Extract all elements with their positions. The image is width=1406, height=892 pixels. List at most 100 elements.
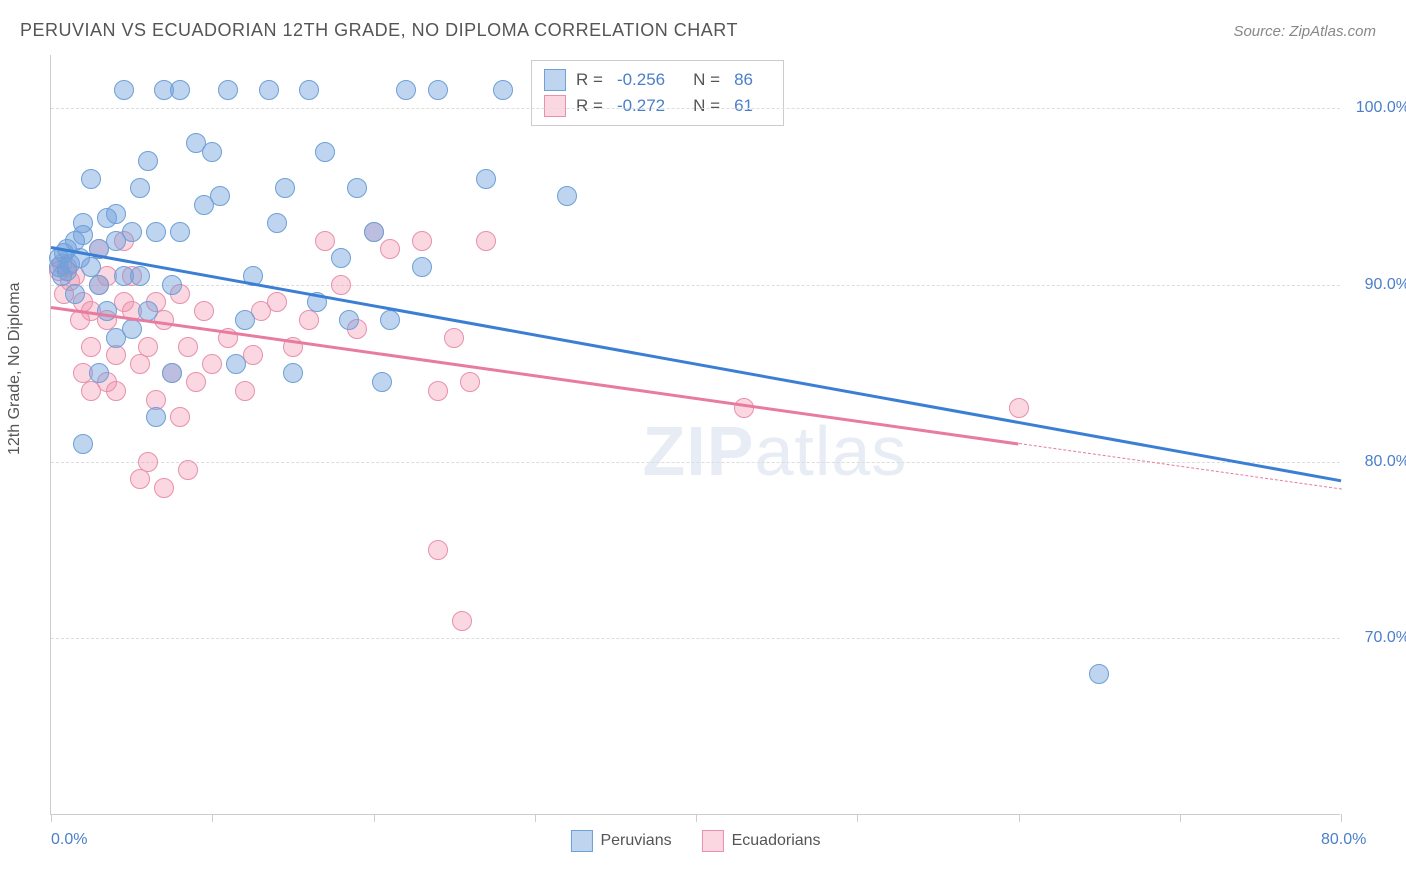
dot-peruvian bbox=[396, 80, 416, 100]
source-label: Source: ZipAtlas.com bbox=[1233, 23, 1376, 40]
dot-ecuadorian bbox=[81, 381, 101, 401]
dot-ecuadorian bbox=[428, 540, 448, 560]
gridline bbox=[51, 108, 1340, 109]
dot-ecuadorian bbox=[267, 292, 287, 312]
dot-ecuadorian bbox=[178, 460, 198, 480]
dot-peruvian bbox=[170, 222, 190, 242]
dot-ecuadorian bbox=[380, 239, 400, 259]
x-tick bbox=[1341, 814, 1342, 822]
dot-peruvian bbox=[170, 80, 190, 100]
dot-peruvian bbox=[275, 178, 295, 198]
dot-peruvian bbox=[557, 186, 577, 206]
legend-stat-row: R =-0.272N =61 bbox=[544, 93, 771, 119]
dot-ecuadorian bbox=[106, 381, 126, 401]
legend-item: Ecuadorians bbox=[702, 830, 821, 852]
dot-peruvian bbox=[52, 266, 72, 286]
x-tick-label: 80.0% bbox=[1321, 831, 1366, 849]
dot-peruvian bbox=[218, 80, 238, 100]
dot-ecuadorian bbox=[235, 381, 255, 401]
legend-swatch bbox=[570, 830, 592, 852]
y-tick-label: 100.0% bbox=[1356, 99, 1406, 117]
dot-peruvian bbox=[380, 310, 400, 330]
dot-peruvian bbox=[267, 213, 287, 233]
y-tick-label: 90.0% bbox=[1365, 276, 1406, 294]
dot-peruvian bbox=[130, 178, 150, 198]
dot-ecuadorian bbox=[178, 337, 198, 357]
dot-peruvian bbox=[138, 151, 158, 171]
x-tick bbox=[51, 814, 52, 822]
dot-peruvian bbox=[210, 186, 230, 206]
dot-peruvian bbox=[114, 80, 134, 100]
dot-ecuadorian bbox=[186, 372, 206, 392]
dot-ecuadorian bbox=[138, 337, 158, 357]
y-axis-title: 12th Grade, No Diploma bbox=[6, 282, 24, 455]
legend-swatch bbox=[544, 95, 566, 117]
dot-peruvian bbox=[315, 142, 335, 162]
series-legend: Peruvians Ecuadorians bbox=[570, 830, 820, 852]
dot-ecuadorian bbox=[170, 407, 190, 427]
dot-ecuadorian bbox=[1009, 398, 1029, 418]
dot-peruvian bbox=[493, 80, 513, 100]
dot-ecuadorian bbox=[460, 372, 480, 392]
dot-peruvian bbox=[73, 434, 93, 454]
dot-ecuadorian bbox=[331, 275, 351, 295]
y-tick-label: 70.0% bbox=[1365, 629, 1406, 647]
dot-ecuadorian bbox=[81, 337, 101, 357]
dot-ecuadorian bbox=[428, 381, 448, 401]
dot-ecuadorian bbox=[476, 231, 496, 251]
x-tick bbox=[696, 814, 697, 822]
x-tick bbox=[212, 814, 213, 822]
dot-peruvian bbox=[202, 142, 222, 162]
dot-peruvian bbox=[299, 80, 319, 100]
dot-peruvian bbox=[1089, 664, 1109, 684]
dot-ecuadorian bbox=[412, 231, 432, 251]
dot-peruvian bbox=[81, 169, 101, 189]
dot-ecuadorian bbox=[130, 354, 150, 374]
dot-peruvian bbox=[89, 363, 109, 383]
dot-peruvian bbox=[146, 222, 166, 242]
x-tick bbox=[1019, 814, 1020, 822]
dot-peruvian bbox=[339, 310, 359, 330]
dot-peruvian bbox=[162, 275, 182, 295]
legend-label: Peruvians bbox=[600, 832, 671, 850]
dot-peruvian bbox=[283, 363, 303, 383]
dot-peruvian bbox=[146, 407, 166, 427]
y-tick-label: 80.0% bbox=[1365, 453, 1406, 471]
dot-ecuadorian bbox=[315, 231, 335, 251]
dot-peruvian bbox=[428, 80, 448, 100]
dot-ecuadorian bbox=[106, 345, 126, 365]
chart-title: PERUVIAN VS ECUADORIAN 12TH GRADE, NO DI… bbox=[20, 20, 738, 41]
dot-ecuadorian bbox=[130, 469, 150, 489]
dot-ecuadorian bbox=[734, 398, 754, 418]
dot-peruvian bbox=[106, 204, 126, 224]
x-tick bbox=[535, 814, 536, 822]
dot-peruvian bbox=[347, 178, 367, 198]
correlation-legend: R =-0.256N =86R =-0.272N =61 bbox=[531, 60, 784, 126]
dot-ecuadorian bbox=[452, 611, 472, 631]
x-tick-label: 0.0% bbox=[51, 831, 87, 849]
dot-peruvian bbox=[412, 257, 432, 277]
dot-ecuadorian bbox=[154, 478, 174, 498]
dot-peruvian bbox=[162, 363, 182, 383]
dot-peruvian bbox=[97, 301, 117, 321]
dot-peruvian bbox=[235, 310, 255, 330]
dot-ecuadorian bbox=[444, 328, 464, 348]
dot-peruvian bbox=[65, 284, 85, 304]
dot-peruvian bbox=[122, 222, 142, 242]
x-tick bbox=[374, 814, 375, 822]
dot-peruvian bbox=[89, 275, 109, 295]
dot-peruvian bbox=[259, 80, 279, 100]
legend-swatch bbox=[702, 830, 724, 852]
dot-ecuadorian bbox=[194, 301, 214, 321]
dot-peruvian bbox=[106, 328, 126, 348]
dot-peruvian bbox=[364, 222, 384, 242]
dot-peruvian bbox=[114, 266, 134, 286]
dot-peruvian bbox=[372, 372, 392, 392]
dot-peruvian bbox=[331, 248, 351, 268]
scatter-chart: ZIPatlas R =-0.256N =86R =-0.272N =61 Pe… bbox=[50, 55, 1340, 815]
dot-peruvian bbox=[73, 213, 93, 233]
legend-stat-row: R =-0.256N =86 bbox=[544, 67, 771, 93]
dot-ecuadorian bbox=[299, 310, 319, 330]
dot-peruvian bbox=[476, 169, 496, 189]
dot-ecuadorian bbox=[202, 354, 222, 374]
